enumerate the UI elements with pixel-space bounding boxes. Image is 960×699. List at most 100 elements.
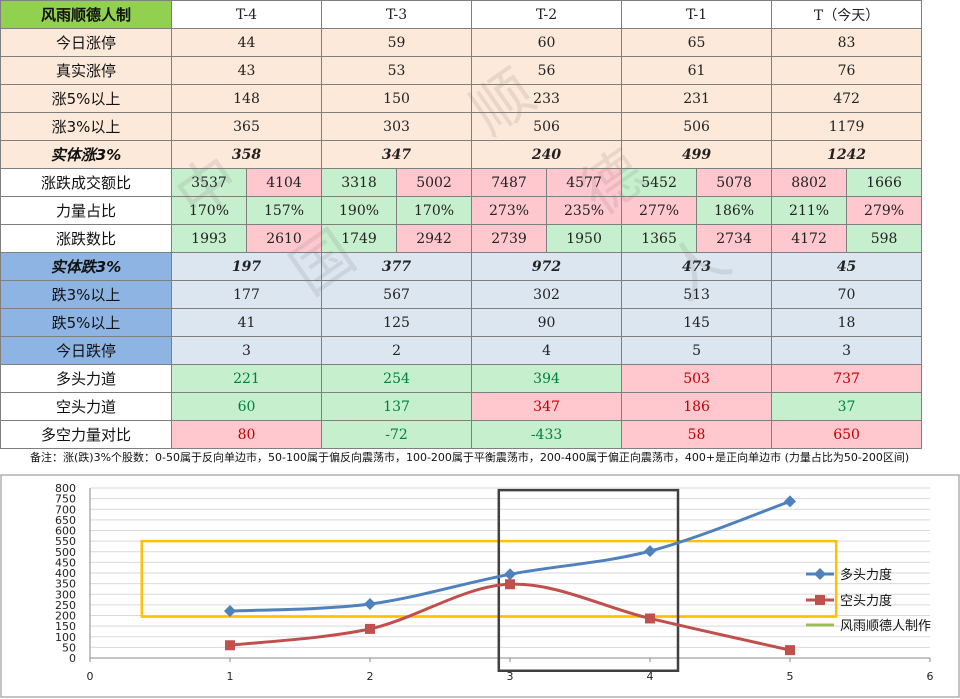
table-cell: 211% bbox=[771, 196, 848, 225]
legend-label: 多头力度 bbox=[840, 567, 892, 583]
legend-marker bbox=[815, 595, 825, 605]
table-cell: 44 bbox=[170, 28, 323, 57]
table-cell: 3537 bbox=[171, 168, 247, 197]
table-cell: 157% bbox=[245, 196, 323, 225]
y-tick-label: 50 bbox=[62, 641, 76, 654]
table-row: 跌3%以上 177 567 302 513 70 bbox=[0, 280, 923, 309]
table-cell: 150 bbox=[321, 84, 473, 113]
data-point bbox=[505, 579, 515, 590]
table-cell: 1950 bbox=[546, 224, 623, 253]
y-tick-label: 550 bbox=[55, 535, 76, 548]
table-cell: -433 bbox=[471, 420, 623, 449]
table-cell: 197 bbox=[170, 252, 323, 281]
table-cell: 170% bbox=[171, 196, 247, 225]
x-tick-label: 1 bbox=[227, 670, 234, 683]
table-cell: 37 bbox=[771, 392, 923, 421]
table-cell: 41 bbox=[170, 308, 323, 337]
table-cell: 506 bbox=[471, 112, 623, 141]
table-row: 涨跌成交额比 3537 4104 3318 5002 7487 4577 5452 5078 88… bbox=[0, 168, 923, 197]
row-label: 多头力道 bbox=[0, 364, 172, 393]
column-header: T-3 bbox=[321, 0, 473, 29]
table-cell: 235% bbox=[546, 196, 623, 225]
y-tick-label: 300 bbox=[55, 588, 76, 601]
table-cell: 76 bbox=[771, 56, 923, 85]
data-point bbox=[504, 568, 516, 581]
table-row: 多空力量对比 80 -72 -433 58 650 bbox=[0, 420, 923, 449]
table-cell: 1993 bbox=[171, 224, 247, 253]
row-label: 实体涨3% bbox=[0, 140, 172, 169]
row-label: 实体跌3% bbox=[0, 252, 172, 281]
row-label: 跌3%以上 bbox=[0, 280, 172, 309]
table-cell: 347 bbox=[471, 392, 623, 421]
table-row: 今日跌停 3 2 4 5 3 bbox=[0, 336, 923, 365]
column-header: T（今天） bbox=[771, 0, 923, 29]
table-cell: 365 bbox=[170, 112, 323, 141]
table-cell: 5452 bbox=[621, 168, 698, 197]
column-header: T-2 bbox=[471, 0, 623, 29]
table-cell: 737 bbox=[771, 364, 923, 393]
data-point bbox=[225, 640, 235, 651]
table-cell: 506 bbox=[621, 112, 773, 141]
table-cell: 302 bbox=[471, 280, 623, 309]
table-cell: 148 bbox=[170, 84, 323, 113]
table-cell: 8802 bbox=[771, 168, 848, 197]
table-cell: 5 bbox=[621, 336, 773, 365]
legend-label: 风雨顺德人制作 bbox=[840, 619, 931, 634]
corner-label: 风雨顺德人制 bbox=[0, 0, 172, 29]
row-label: 今日跌停 bbox=[0, 336, 172, 365]
table-cell: 45 bbox=[771, 252, 923, 281]
legend-marker bbox=[814, 568, 826, 580]
table-row: 多头力道 221 254 394 503 737 bbox=[0, 364, 923, 393]
y-tick-label: 800 bbox=[55, 482, 76, 495]
table-cell: 125 bbox=[321, 308, 473, 337]
data-point bbox=[224, 605, 236, 618]
table-cell: 70 bbox=[771, 280, 923, 309]
table-cell: 650 bbox=[771, 420, 923, 449]
data-point bbox=[644, 545, 656, 558]
annotation-box bbox=[140, 539, 838, 618]
table-cell: 3 bbox=[170, 336, 323, 365]
table-cell: 1179 bbox=[771, 112, 923, 141]
y-tick-label: 150 bbox=[55, 620, 76, 633]
column-header: T-1 bbox=[621, 0, 773, 29]
table-cell: 233 bbox=[471, 84, 623, 113]
table-cell: 221 bbox=[170, 364, 323, 393]
table-row: 涨3%以上 365 303 506 506 1179 bbox=[0, 112, 923, 141]
table-cell: 394 bbox=[471, 364, 623, 393]
table-row: 力量占比 170% 157% 190% 170% 273% 235% 277% 186% 211%… bbox=[0, 196, 923, 225]
y-tick-label: 200 bbox=[55, 610, 76, 623]
x-tick-label: 5 bbox=[787, 670, 794, 683]
table-cell: 5002 bbox=[396, 168, 473, 197]
data-point bbox=[364, 598, 376, 611]
table-cell: 377 bbox=[321, 252, 473, 281]
table-cell: 65 bbox=[621, 28, 773, 57]
x-tick-label: 3 bbox=[507, 670, 514, 683]
table-row: 真实涨停 43 53 56 61 76 bbox=[0, 56, 923, 85]
table-row: 实体涨3% 358 347 240 499 1242 bbox=[0, 140, 923, 169]
table-cell: 177 bbox=[170, 280, 323, 309]
table-cell: 472 bbox=[771, 84, 923, 113]
legend-label: 空头力度 bbox=[840, 593, 892, 609]
table-cell: 53 bbox=[321, 56, 473, 85]
y-tick-label: 600 bbox=[55, 525, 76, 538]
row-label: 力量占比 bbox=[0, 196, 172, 225]
table-cell: -72 bbox=[321, 420, 473, 449]
table-row: 空头力道 60 137 347 186 37 bbox=[0, 392, 923, 421]
x-tick-label: 6 bbox=[927, 670, 934, 683]
table-cell: 80 bbox=[170, 420, 323, 449]
table-cell: 499 bbox=[621, 140, 773, 169]
y-tick-label: 650 bbox=[55, 514, 76, 527]
y-tick-label: 750 bbox=[55, 493, 76, 506]
table-row: 涨跌数比 1993 2610 1749 2942 2739 1950 1365 2734 4172… bbox=[0, 224, 923, 253]
table-cell: 279% bbox=[846, 196, 923, 225]
table-cell: 4172 bbox=[771, 224, 848, 253]
table-cell: 972 bbox=[471, 252, 623, 281]
table-cell: 2 bbox=[321, 336, 473, 365]
x-tick-label: 2 bbox=[367, 670, 374, 683]
table-cell: 347 bbox=[321, 140, 473, 169]
table-cell: 190% bbox=[321, 196, 398, 225]
table-cell: 277% bbox=[621, 196, 698, 225]
y-tick-label: 500 bbox=[55, 546, 76, 559]
row-label: 今日涨停 bbox=[0, 28, 172, 57]
table-cell: 5078 bbox=[696, 168, 773, 197]
